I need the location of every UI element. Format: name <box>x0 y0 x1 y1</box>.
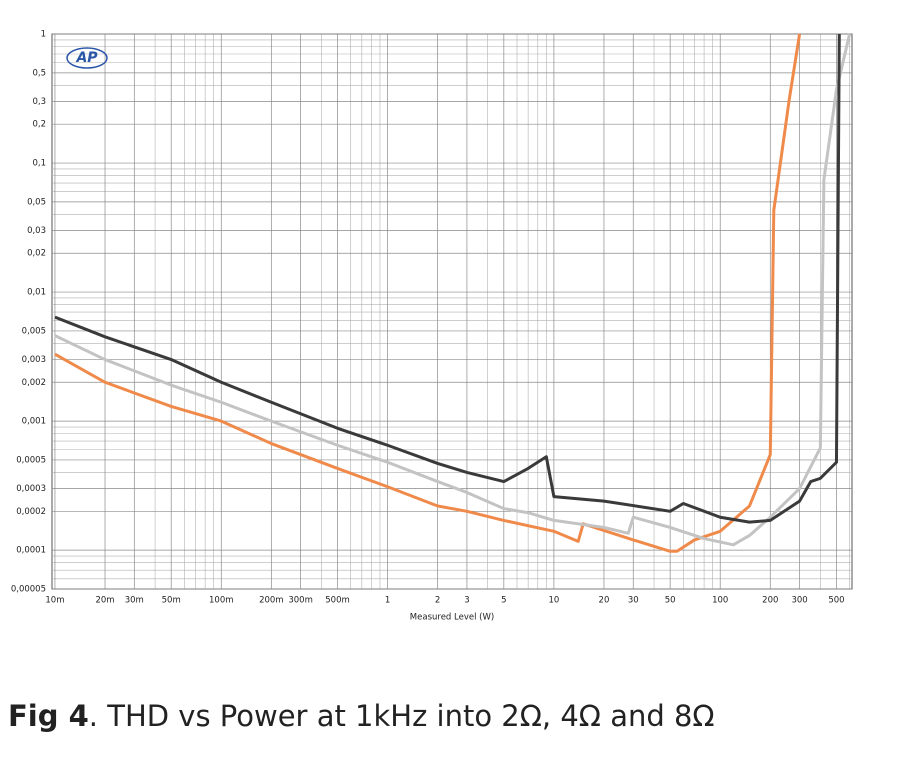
y-tick-label: 0,003 <box>22 355 46 365</box>
x-tick-label: 10m <box>45 596 64 606</box>
y-tick-label: 0,0002 <box>16 507 46 517</box>
y-tick-label: 0,2 <box>32 120 46 130</box>
x-tick-label: 50 <box>665 596 676 606</box>
x-tick-label: 500m <box>325 596 350 606</box>
x-tick-label: 3 <box>464 596 469 606</box>
y-tick-label: 0,002 <box>22 378 46 388</box>
x-tick-label: 300 <box>791 596 807 606</box>
x-tick-label: 100 <box>712 596 728 606</box>
x-axis-label: Measured Level (W) <box>410 613 494 623</box>
x-tick-label: 200 <box>762 596 778 606</box>
x-tick-label: 500 <box>828 596 844 606</box>
series-line <box>54 33 841 524</box>
x-tick-label: 100m <box>209 596 234 606</box>
y-tick-label: 0,0001 <box>16 546 46 556</box>
y-tick-label: 0,0005 <box>16 455 46 465</box>
y-tick-label: 0,00005 <box>11 585 46 595</box>
logo: AP <box>75 50 98 66</box>
y-tick-label: 1 <box>41 30 46 40</box>
logo-ring <box>66 47 108 69</box>
x-tick-label: 50m <box>162 596 181 606</box>
y-tick-label: 0,1 <box>32 159 46 169</box>
y-tick-label: 0,02 <box>27 249 46 259</box>
x-tick-label: 30 <box>628 596 639 606</box>
grid <box>52 33 852 590</box>
y-tick-label: 0,005 <box>22 326 46 336</box>
x-tick-label: 200m <box>259 596 284 606</box>
x-tick-label: 10 <box>548 596 559 606</box>
y-tick-label: 0,001 <box>22 417 46 427</box>
x-tick-label: 20 <box>599 596 610 606</box>
y-tick-label: 0,5 <box>32 68 46 78</box>
series-line <box>54 33 802 553</box>
y-tick-label: 0,05 <box>27 197 46 207</box>
y-tick-label: 0,3 <box>32 97 46 107</box>
x-tick-label: 30m <box>125 596 144 606</box>
y-tick-label: 0,03 <box>27 226 46 236</box>
x-tick-label: 300m <box>288 596 313 606</box>
x-tick-label: 20m <box>95 596 114 606</box>
plot-frame <box>51 33 853 590</box>
x-tick-label: 1 <box>385 596 390 606</box>
x-tick-label: 2 <box>435 596 440 606</box>
y-tick-label: 0,0003 <box>16 484 46 494</box>
y-tick-label: 0,01 <box>27 288 46 298</box>
caption-text: . THD vs Power at 1kHz into 2Ω, 4Ω and 8… <box>89 699 715 733</box>
series-line <box>54 33 852 547</box>
caption-label: Fig 4 <box>8 699 89 733</box>
x-tick-label: 5 <box>501 596 506 606</box>
caption: Fig 4. THD vs Power at 1kHz into 2Ω, 4Ω … <box>8 699 715 733</box>
lines <box>54 33 852 553</box>
